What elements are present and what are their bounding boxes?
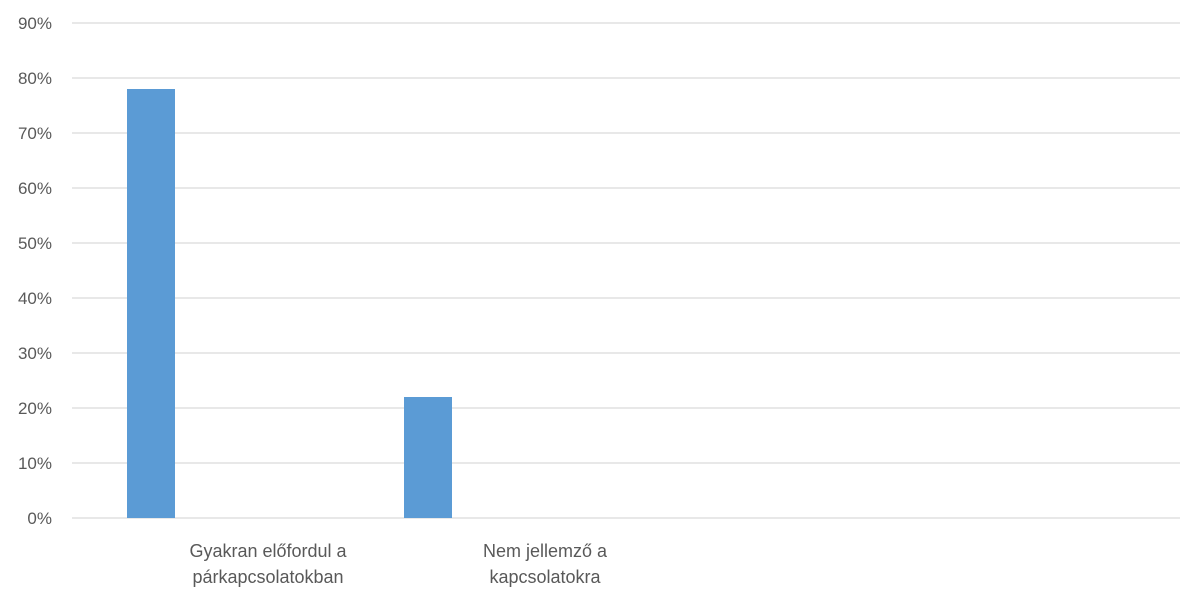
x-category-label: párkapcsolatokban	[192, 567, 343, 587]
x-category-label: kapcsolatokra	[489, 567, 601, 587]
x-axis-labels: Gyakran előfordul a párkapcsolatokban Nem …	[189, 541, 608, 587]
bar	[127, 89, 175, 518]
y-tick-label: 70%	[18, 124, 52, 143]
x-category-label: Nem jellemző a	[483, 541, 608, 561]
gridlines	[72, 22, 1180, 519]
y-tick-label: 80%	[18, 69, 52, 88]
y-tick-label: 50%	[18, 234, 52, 253]
bars	[127, 89, 452, 518]
x-category-label: Gyakran előfordul a	[189, 541, 347, 561]
y-tick-label: 0%	[27, 509, 52, 528]
y-tick-label: 20%	[18, 399, 52, 418]
y-tick-label: 40%	[18, 289, 52, 308]
y-tick-label: 90%	[18, 14, 52, 33]
y-tick-label: 60%	[18, 179, 52, 198]
bar	[404, 397, 452, 518]
y-tick-label: 30%	[18, 344, 52, 363]
y-axis-ticks: 0% 10% 20% 30% 40% 50% 60% 70% 80% 90%	[18, 14, 52, 528]
y-tick-label: 10%	[18, 454, 52, 473]
